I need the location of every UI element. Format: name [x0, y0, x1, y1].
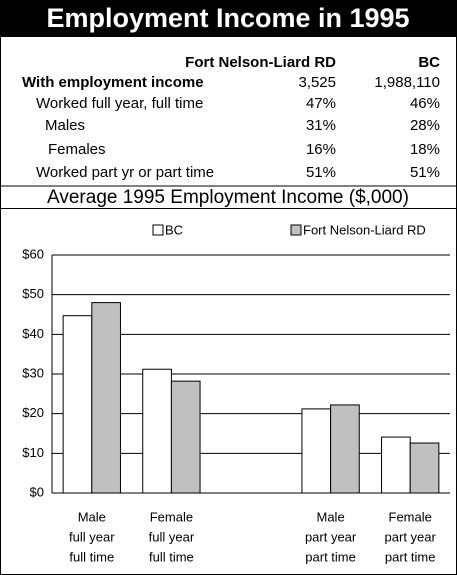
legend-swatch	[290, 224, 302, 236]
cell: 3,525	[298, 74, 336, 91]
row-label: Worked full year, full time	[36, 95, 203, 112]
bar	[409, 442, 440, 494]
x-tick-label: Male	[78, 509, 106, 524]
cell: 51%	[306, 164, 336, 181]
cell: 31%	[306, 117, 336, 134]
header-bar	[0, 0, 457, 37]
cell: 28%	[410, 117, 440, 134]
chart: $0 $10 $20 $30 $40 $50 $60 BC Fort Nelson-Liard …	[22, 222, 450, 564]
x-tick-label: Female	[150, 509, 193, 524]
cell: 47%	[306, 95, 336, 112]
x-tick-label: full year	[69, 529, 115, 544]
row-label: Worked part yr or part time	[36, 164, 214, 181]
y-tick-label: $0	[30, 484, 44, 499]
cell: 1,988,110	[374, 74, 440, 91]
y-tick-label: $20	[22, 405, 44, 420]
x-tick-label: full year	[149, 529, 195, 544]
x-tick-label: part time	[305, 549, 356, 564]
column-header: Fort Nelson-Liard RD	[185, 54, 336, 71]
row-label: Males	[45, 117, 85, 134]
legend-label: BC	[165, 222, 183, 237]
bar	[330, 404, 360, 494]
bar	[381, 436, 411, 494]
bar	[170, 380, 201, 494]
row-label: With employment income	[22, 74, 204, 91]
bar	[301, 408, 332, 494]
x-tick-label: part year	[305, 529, 357, 544]
x-tick-label: Male	[317, 509, 345, 524]
y-tick-label: $30	[22, 365, 44, 380]
header-title: Employment Income in 1995	[46, 3, 409, 33]
x-tick-label: full time	[69, 549, 114, 564]
x-tick-label: full time	[149, 549, 194, 564]
bar	[62, 315, 93, 494]
y-tick-label: $10	[22, 445, 44, 460]
x-tick-label: Female	[389, 509, 432, 524]
row-label: Females	[48, 141, 106, 158]
column-header: BC	[418, 54, 440, 71]
bar	[91, 302, 121, 494]
cell: 51%	[410, 164, 440, 181]
legend-swatch	[152, 224, 164, 236]
y-tick-label: $40	[22, 326, 44, 341]
cell: 18%	[410, 141, 440, 158]
cell: 16%	[306, 141, 336, 158]
legend-label: Fort Nelson-Liard RD	[303, 222, 426, 237]
chart-title: Average 1995 Employment Income ($,000)	[47, 187, 409, 208]
bar	[142, 368, 172, 494]
y-tick-label: $60	[22, 246, 44, 261]
y-tick-label: $50	[22, 286, 44, 301]
cell: 46%	[410, 95, 440, 112]
x-tick-label: part time	[385, 549, 436, 564]
x-tick-label: part year	[385, 529, 437, 544]
